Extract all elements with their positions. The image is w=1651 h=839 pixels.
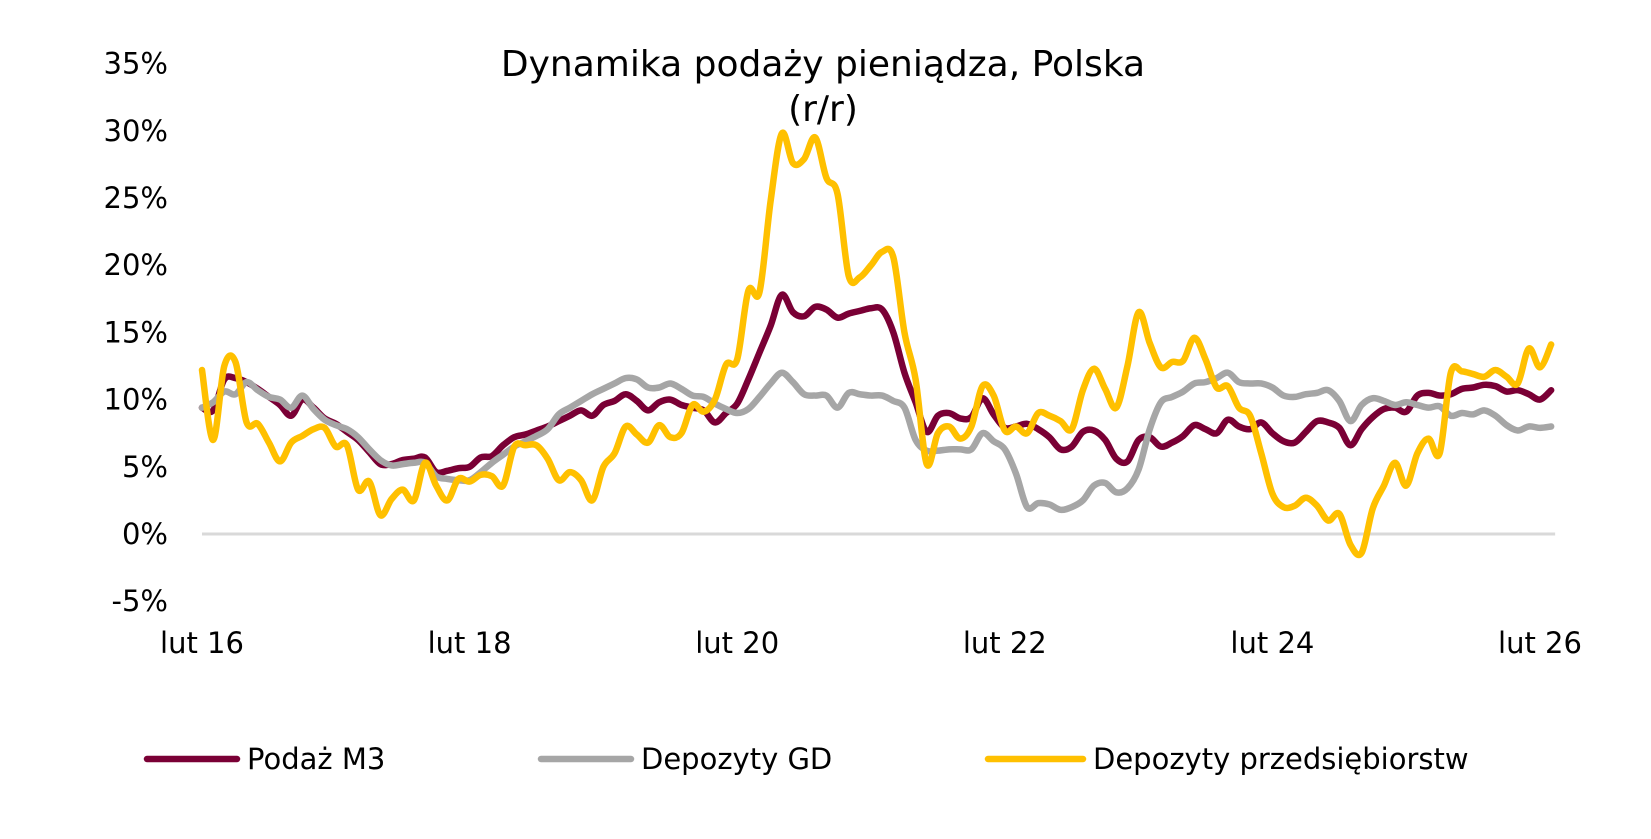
chart-subtitle: (r/r) bbox=[788, 89, 858, 130]
x-tick-label: lut 18 bbox=[428, 626, 512, 660]
y-axis-tick-labels: 35% 30% 25% 20% 15% 10% 5% 0% -5% bbox=[104, 47, 168, 619]
y-tick-label: 25% bbox=[104, 181, 168, 215]
y-tick-label: 5% bbox=[122, 450, 168, 484]
x-tick-label: lut 26 bbox=[1498, 626, 1582, 660]
legend-label-m3: Podaż M3 bbox=[247, 742, 385, 776]
y-tick-label: 10% bbox=[104, 383, 168, 417]
y-tick-label: 0% bbox=[122, 517, 168, 551]
series-line-firms bbox=[198, 129, 1555, 559]
x-tick-label: lut 16 bbox=[160, 626, 244, 660]
y-tick-label: 20% bbox=[104, 248, 168, 282]
x-axis-tick-labels: lut 16 lut 18 lut 20 lut 22 lut 24 lut 26 bbox=[160, 626, 1582, 660]
series-line-m3 bbox=[198, 291, 1555, 477]
y-tick-label: 30% bbox=[104, 114, 168, 148]
x-tick-label: lut 22 bbox=[963, 626, 1047, 660]
x-tick-label: lut 24 bbox=[1230, 626, 1314, 660]
legend-item-firms: Depozyty przedsiębiorstw bbox=[984, 742, 1469, 776]
legend-item-m3: Podaż M3 bbox=[143, 742, 385, 776]
y-tick-label: 35% bbox=[104, 47, 168, 81]
y-tick-label: -5% bbox=[112, 584, 168, 618]
legend: Podaż M3 Depozyty GD Depozyty przedsiębi… bbox=[143, 742, 1469, 776]
x-tick-label: lut 20 bbox=[695, 626, 779, 660]
chart-title: Dynamika podaży pieniądza, Polska bbox=[501, 44, 1145, 85]
y-tick-label: 15% bbox=[104, 315, 168, 349]
legend-label-gd: Depozyty GD bbox=[641, 742, 832, 776]
legend-label-firms: Depozyty przedsiębiorstw bbox=[1093, 742, 1469, 776]
legend-item-gd: Depozyty GD bbox=[537, 742, 832, 776]
series-lines bbox=[198, 129, 1555, 559]
